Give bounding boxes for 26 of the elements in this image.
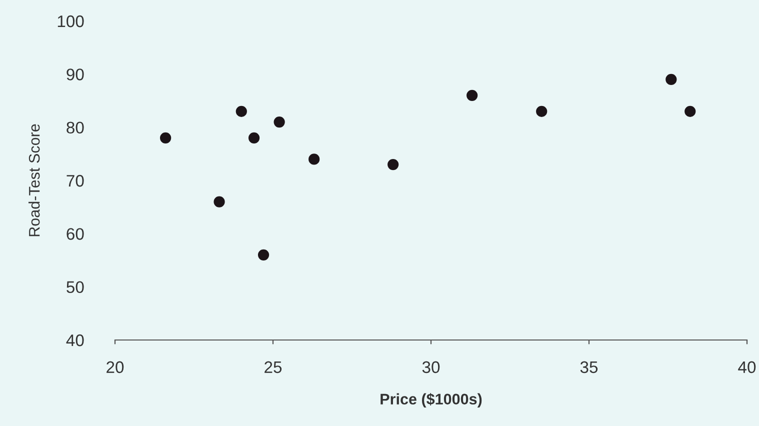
point	[536, 106, 548, 117]
y-axis-title: Road-Test Score	[28, 124, 40, 236]
point	[666, 74, 677, 86]
point	[248, 132, 260, 144]
point	[214, 196, 225, 208]
point	[236, 106, 247, 117]
y-tick-label: 90	[66, 68, 84, 80]
point	[466, 90, 478, 101]
x-tick-label: 30	[422, 361, 440, 374]
point	[160, 132, 172, 144]
point	[684, 106, 696, 117]
x-tick-label: 25	[264, 361, 282, 374]
x-tick-label: 20	[106, 361, 124, 374]
point	[308, 154, 320, 165]
x-axis-title: Price ($1000s)	[380, 393, 482, 408]
y-tick-label: 70	[66, 174, 84, 187]
point	[274, 116, 285, 128]
y-tick-label: 50	[66, 281, 84, 294]
y-tick-label: 100	[58, 15, 84, 28]
x-tick-label: 40	[738, 361, 756, 374]
y-tick-label: 40	[66, 334, 84, 346]
y-tick-label: 60	[66, 228, 84, 240]
y-tick-label: 80	[66, 122, 84, 134]
point	[388, 158, 399, 170]
point	[258, 249, 270, 260]
x-tick-label: 35	[580, 361, 598, 374]
